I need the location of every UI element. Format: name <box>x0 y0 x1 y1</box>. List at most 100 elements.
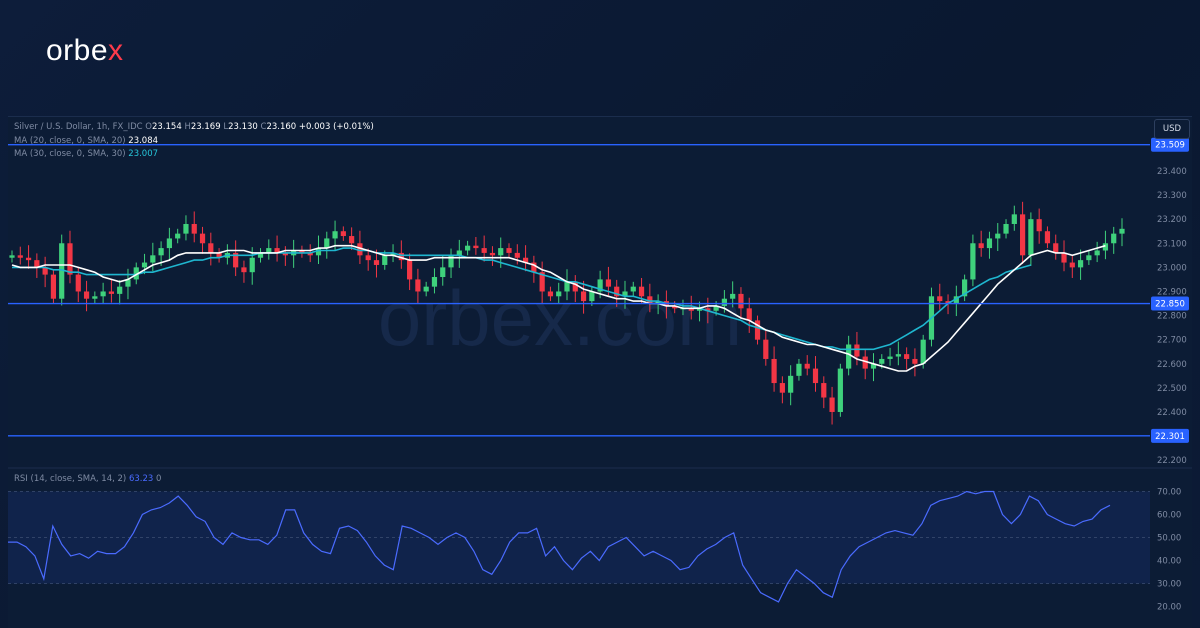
candle-body <box>166 238 172 249</box>
candle-body <box>1044 231 1051 244</box>
candle-body <box>672 305 678 309</box>
candle-body <box>531 262 537 273</box>
candle-body <box>1011 214 1017 224</box>
rsi-tick-label: 60.00 <box>1157 511 1181 521</box>
currency-button[interactable]: USD <box>1154 119 1190 139</box>
candle-body <box>50 274 57 299</box>
candle-body <box>605 279 612 287</box>
y-tick-label: 22.600 <box>1157 360 1187 370</box>
candle-body <box>879 358 885 364</box>
candle-body <box>373 260 380 265</box>
candle-body <box>854 344 860 357</box>
candle-body <box>473 245 479 249</box>
candle-body <box>622 291 628 297</box>
candle-body <box>713 305 719 311</box>
candle-body <box>953 296 959 304</box>
candle-body <box>1028 219 1034 256</box>
level-price-tag <box>1151 428 1189 443</box>
candle-body <box>42 267 48 275</box>
candle-body <box>920 339 926 364</box>
candle-body <box>846 344 852 369</box>
y-tick-label: 22.500 <box>1157 384 1187 394</box>
candle-body <box>614 286 620 297</box>
candle-body <box>1102 243 1109 251</box>
candle-body <box>1119 228 1125 234</box>
y-tick-label: 22.900 <box>1157 287 1187 297</box>
y-tick-label: 22.200 <box>1157 456 1187 466</box>
candle-body <box>812 368 819 384</box>
candle-body <box>307 252 313 256</box>
candle-body <box>1086 255 1092 261</box>
candle-body <box>125 279 131 287</box>
candle-body <box>83 291 90 299</box>
candle-body <box>1111 233 1117 244</box>
y-tick-label: 23.200 <box>1157 215 1187 225</box>
y-tick-label: 23.300 <box>1157 191 1187 201</box>
candle-body <box>589 291 595 302</box>
candle-body <box>597 279 603 292</box>
candle-body <box>92 296 98 299</box>
candle-body <box>17 255 23 258</box>
candle-body <box>1077 260 1084 268</box>
candle-body <box>1003 223 1009 234</box>
candles <box>9 201 1125 425</box>
candle-body <box>108 291 115 294</box>
ma30-line <box>12 247 1032 351</box>
candle-body <box>1053 243 1059 253</box>
candle-body <box>572 281 578 292</box>
candle-body <box>862 356 868 369</box>
candle-body <box>498 248 504 256</box>
candle-body <box>1069 262 1075 268</box>
candle-body <box>141 262 148 268</box>
candle-body <box>150 255 156 263</box>
candle-body <box>431 277 438 287</box>
candle-body <box>34 260 40 268</box>
candle-body <box>655 301 661 304</box>
candle-body <box>75 274 81 292</box>
candle-body <box>9 255 15 258</box>
ohlc-legend: Silver / U.S. Dollar, 1h, FX_IDC O23.154… <box>14 122 374 132</box>
candle-body <box>349 236 355 244</box>
y-tick-label: 23.100 <box>1157 239 1187 249</box>
rsi-line <box>8 490 1111 603</box>
candle-body <box>257 252 264 258</box>
candle-body <box>233 252 239 268</box>
candle-body <box>904 354 910 359</box>
candle-body <box>199 233 206 244</box>
candle-body <box>266 248 272 253</box>
candle-body <box>489 252 496 256</box>
ma20-line <box>11 244 1106 372</box>
rsi-tick-label: 70.00 <box>1157 488 1181 498</box>
candle-body <box>962 279 968 297</box>
y-tick-label: 23.000 <box>1157 263 1187 273</box>
candle-body <box>25 257 32 261</box>
rsi-legend: RSI (14, close, SMA, 14, 2) 63.23 0 <box>14 474 162 484</box>
candle-body <box>514 252 520 258</box>
candle-body <box>763 339 769 359</box>
watermark-text: orbex.com <box>378 274 742 362</box>
candle-body <box>117 286 123 294</box>
candle-body <box>779 383 785 393</box>
rsi-tick-label: 30.00 <box>1157 580 1181 590</box>
candle-body <box>340 231 346 237</box>
candle-body <box>282 252 288 256</box>
candle-body <box>423 286 429 292</box>
candle-body <box>481 248 487 253</box>
y-tick-label: 22.800 <box>1157 312 1187 322</box>
candle-body <box>539 272 545 292</box>
candle-body <box>390 252 396 256</box>
candle-body <box>829 397 835 412</box>
candle-body <box>299 250 305 253</box>
candle-body <box>937 296 943 302</box>
candle-body <box>647 296 653 304</box>
candle-body <box>315 248 322 256</box>
candle-body <box>274 248 280 253</box>
candle-body <box>1019 214 1026 256</box>
candle-body <box>183 223 189 234</box>
candle-body <box>738 293 744 309</box>
level-price-tag <box>1151 296 1189 311</box>
candle-body <box>324 238 330 249</box>
candle-body <box>970 243 976 280</box>
candle-body <box>895 354 901 357</box>
